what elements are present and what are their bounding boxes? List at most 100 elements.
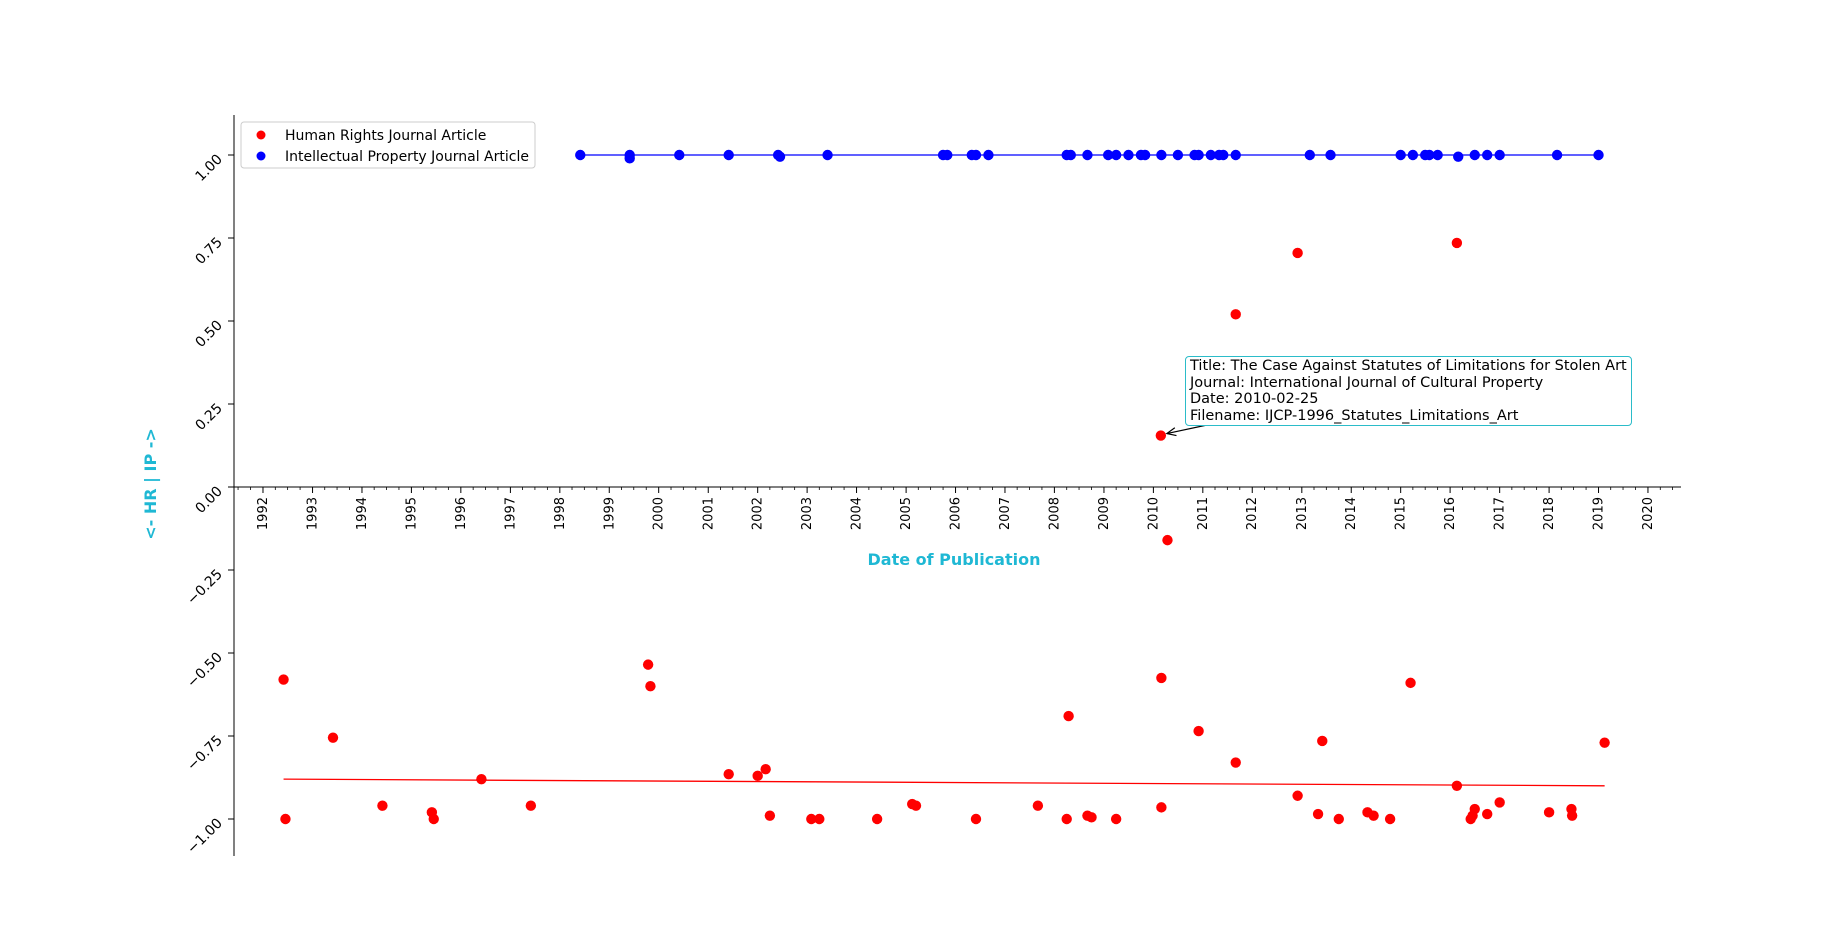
ip-point: [1139, 149, 1151, 161]
ip-point: [942, 149, 953, 161]
hr-point: [1312, 808, 1324, 820]
annotation-arrow-line: [1166, 424, 1208, 435]
tick-labels: −1.00 −0.75 −0.50 −0.25 0.00 0.25 0.50 0.75 1.00…: [184, 152, 1656, 858]
ip-point: [970, 149, 982, 161]
x-tick-label: 1996: [454, 497, 469, 530]
hr-point: [1063, 710, 1074, 722]
hr-point: [476, 773, 487, 785]
y-tick-label: 0.25: [192, 401, 225, 434]
x-tick-label: 2013: [1295, 497, 1310, 530]
ip-point: [1593, 149, 1604, 161]
annotation-arrow: [1165, 424, 1208, 437]
y-tick-label: −0.50: [184, 650, 226, 692]
x-tick-label: 2003: [800, 497, 815, 530]
hr-point: [1032, 800, 1044, 811]
hr-point: [1543, 807, 1555, 818]
hr-point: [645, 681, 656, 692]
hr-point: [752, 770, 763, 782]
hr-point: [1292, 247, 1303, 259]
hr-point: [278, 674, 289, 685]
hr-point: [1292, 790, 1303, 801]
hr-point: [1155, 430, 1167, 441]
hr-point: [1230, 757, 1241, 768]
ip-point: [1230, 149, 1241, 161]
x-tick-label: 2012: [1245, 497, 1260, 530]
y-tick-label: 0.00: [192, 484, 225, 517]
x-tick-label: 1993: [306, 497, 321, 530]
x-tick-label: 2008: [1047, 497, 1062, 530]
x-tick-label: 2007: [998, 497, 1013, 530]
tooltip-filename: Filename: IJCP-1996_Statutes_Limitations…: [1190, 407, 1519, 424]
ip-point: [1065, 149, 1076, 161]
x-tick-label: 2015: [1394, 497, 1409, 530]
x-tick-label: 2018: [1542, 497, 1557, 530]
ip-point: [1551, 149, 1563, 161]
hr-point: [1230, 309, 1241, 320]
hr-point: [428, 813, 439, 825]
x-tick-label: 1992: [256, 497, 271, 530]
x-tick-label: 1995: [404, 497, 419, 530]
x-tick-label: 2010: [1146, 497, 1161, 530]
ip-point: [1304, 149, 1316, 161]
x-tick-label: 2006: [949, 497, 964, 530]
ip-point: [575, 149, 586, 161]
ip-point: [1432, 149, 1443, 161]
tooltip-journal: Journal: International Journal of Cultur…: [1190, 374, 1544, 391]
legend-label-hr: Human Rights Journal Article: [285, 128, 486, 144]
hr-point: [1566, 810, 1578, 821]
legend-marker-ip: [256, 151, 266, 161]
hr-point: [1469, 803, 1480, 815]
ip-point: [1494, 149, 1505, 161]
y-tick-label: 1.00: [192, 152, 225, 185]
x-tick-label: 1997: [503, 497, 518, 530]
hr-point: [1451, 780, 1463, 791]
hr-point: [760, 764, 771, 775]
ip-point: [624, 153, 635, 164]
hr-point: [871, 813, 883, 825]
hr-point: [1317, 735, 1328, 747]
x-tick-label: 2004: [850, 497, 865, 530]
x-tick-label: 2000: [652, 497, 667, 530]
ip-point: [1205, 149, 1217, 161]
x-tick-label: 1994: [355, 497, 370, 530]
x-tick-label: 1998: [553, 497, 568, 530]
hr-point: [1156, 802, 1167, 813]
hr-point: [1086, 812, 1097, 823]
ip-point: [674, 149, 685, 161]
ip-point: [1110, 149, 1122, 161]
ip-point: [1172, 149, 1184, 161]
x-tick-label: 2019: [1592, 497, 1607, 530]
hr-point: [1193, 725, 1204, 737]
hr-point: [525, 800, 537, 811]
x-axis-label: Date of Publication: [867, 550, 1040, 569]
hr-point: [910, 800, 922, 811]
hr-point: [1110, 813, 1122, 825]
x-tick-label: 2011: [1196, 497, 1211, 530]
legend-marker-hr: [256, 130, 266, 140]
tooltip-date: Date: 2010-02-25: [1190, 391, 1319, 407]
ip-point: [1325, 149, 1336, 161]
y-tick-label: −1.00: [184, 816, 226, 858]
hr-point: [814, 813, 825, 825]
hr-point: [1482, 808, 1493, 820]
x-tick-label: 2016: [1443, 497, 1458, 530]
ip-point: [1123, 149, 1134, 161]
ip-point: [1424, 149, 1435, 161]
ip-point: [1469, 149, 1480, 161]
hr-point: [764, 810, 776, 821]
x-tick-label: 2005: [899, 497, 914, 530]
ip-point: [1102, 149, 1114, 161]
hr-point: [1451, 237, 1463, 249]
hr-trend-line: [283, 778, 1605, 787]
annotation-arrow-head: [1165, 427, 1177, 437]
ip-point: [723, 149, 734, 161]
y-tick-label: −0.75: [184, 733, 226, 775]
hr-point: [280, 813, 291, 825]
ip-point: [1407, 149, 1419, 161]
y-tick-label: −0.25: [184, 567, 226, 609]
hr-point: [327, 732, 339, 743]
x-tick-label: 2002: [751, 497, 766, 530]
legend: Human Rights Journal Article Intellectua…: [240, 121, 536, 169]
x-tick-label: 2014: [1344, 497, 1359, 530]
